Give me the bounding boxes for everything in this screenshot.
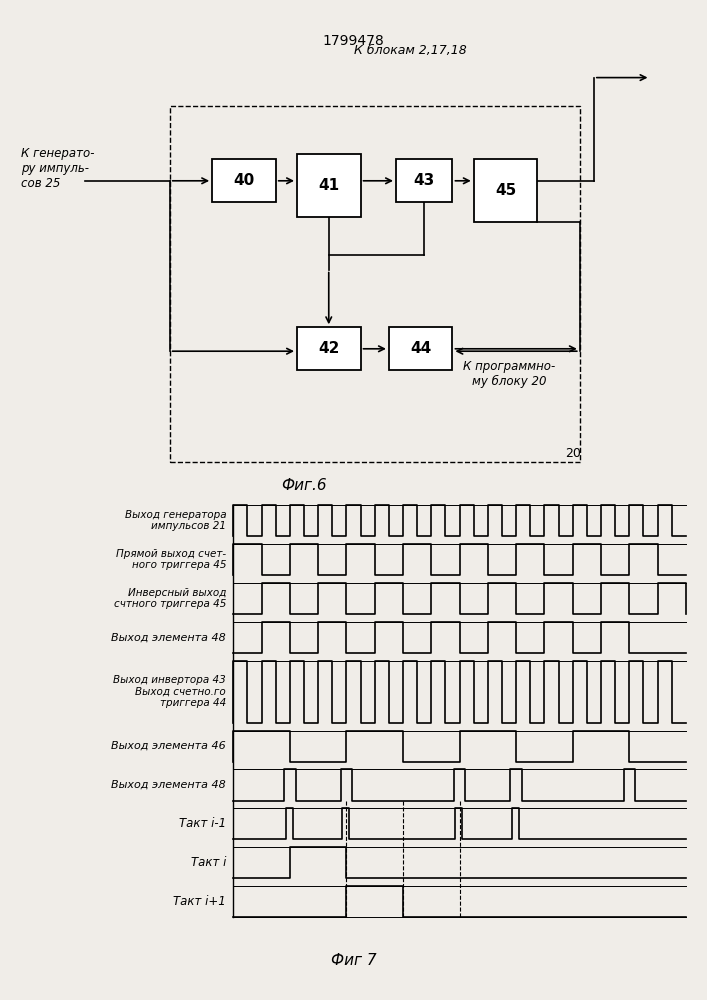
Text: Выход элемента 46: Выход элемента 46 xyxy=(112,741,226,751)
Text: 44: 44 xyxy=(410,341,431,356)
Text: К генерато-
ру импуль-
сов 25: К генерато- ру импуль- сов 25 xyxy=(21,147,95,190)
Text: Выход элемента 48: Выход элемента 48 xyxy=(112,780,226,790)
Text: Прямой выход счет-
ного триггера 45: Прямой выход счет- ного триггера 45 xyxy=(116,549,226,570)
Text: 45: 45 xyxy=(495,183,516,198)
Bar xyxy=(170,106,580,462)
Text: 42: 42 xyxy=(318,341,339,356)
Text: Инверсный выход
счтного триггера 45: Инверсный выход счтного триггера 45 xyxy=(114,588,226,609)
Text: Такт i+1: Такт i+1 xyxy=(173,895,226,908)
Text: К программно-
му блоку 20: К программно- му блоку 20 xyxy=(463,360,555,388)
Text: 1799478: 1799478 xyxy=(322,34,385,48)
Text: 43: 43 xyxy=(414,173,435,188)
Text: К блокам 2,17,18: К блокам 2,17,18 xyxy=(354,44,467,57)
Text: 20: 20 xyxy=(566,447,581,460)
Text: Такт i: Такт i xyxy=(191,856,226,869)
Text: Выход элемента 48: Выход элемента 48 xyxy=(112,632,226,642)
Text: Выход инвертора 43
Выход счетно.го
триггера 44: Выход инвертора 43 Выход счетно.го тригг… xyxy=(114,675,226,708)
Text: Такт i-1: Такт i-1 xyxy=(179,817,226,830)
Text: 41: 41 xyxy=(318,178,339,193)
Text: Выход генератора
импульсов 21: Выход генератора импульсов 21 xyxy=(124,510,226,531)
Text: Фиг 7: Фиг 7 xyxy=(331,953,376,968)
Bar xyxy=(212,159,276,202)
Bar xyxy=(297,327,361,370)
Bar xyxy=(396,159,452,202)
Bar xyxy=(297,154,361,217)
Bar xyxy=(474,159,537,222)
Text: Фиг.6: Фиг.6 xyxy=(281,478,327,493)
Text: 40: 40 xyxy=(233,173,255,188)
Bar xyxy=(389,327,452,370)
